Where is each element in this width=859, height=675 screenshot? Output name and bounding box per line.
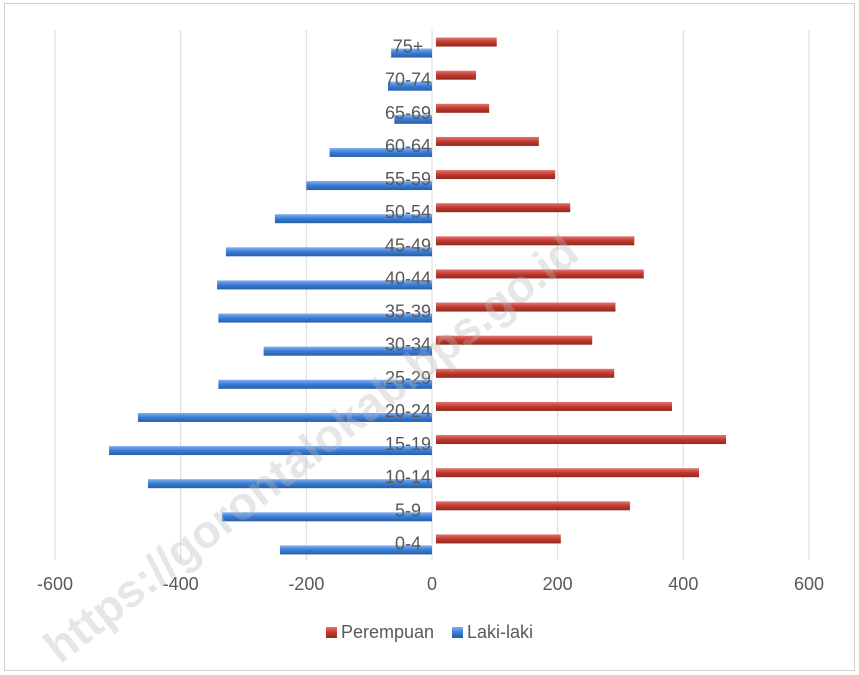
x-tick-label: -400 [163,574,199,594]
category-label: 65-69 [385,103,431,123]
bar-perempuan [436,335,593,345]
bar-laki-laki [391,48,432,58]
bar-laki-laki [109,446,432,456]
legend-item-perempuan: Perempuan [325,622,435,643]
bar-perempuan [436,236,635,246]
bar-laki-laki [388,81,432,91]
bar-laki-laki [218,379,432,389]
category-label: 0-4 [395,533,421,553]
bar-perempuan [436,103,490,113]
bar-perempuan [436,401,673,411]
category-label: 15-19 [385,434,431,454]
x-tick-label: -200 [288,574,324,594]
x-tick-label: 200 [543,574,573,594]
bar-perempuan [436,170,556,180]
category-label: 30-34 [385,335,431,355]
category-label: 45-49 [385,235,431,255]
bar-laki-laki [263,346,432,356]
bar-laki-laki [306,181,432,191]
bar-perempuan [436,302,616,312]
legend-item-laki-laki: Laki-laki [452,622,533,643]
bar-laki-laki [225,247,432,257]
bar-laki-laki [274,214,432,224]
category-labels: 0-4 5-9 10-14 15-19 20-24 25-29 30-34 35-39 40-4… [385,37,431,554]
bar-perempuan [436,435,727,445]
bar-perempuan [436,534,561,544]
bar-perempuan [436,136,539,146]
bar-laki-laki [147,479,432,489]
bar-laki-laki [279,545,432,555]
bar-perempuan [436,501,630,511]
bar-perempuan [436,203,571,213]
bar-perempuan [436,468,700,478]
bar-perempuan [436,70,476,80]
category-label: 70-74 [385,70,431,90]
bar-laki-laki [329,147,432,157]
bar-laki-laki [137,412,432,422]
category-label: 60-64 [385,136,431,156]
bar-perempuan [436,368,615,378]
legend-label-perempuan: Perempuan [340,622,435,642]
x-tick-label: 400 [668,574,698,594]
category-label: 50-54 [385,202,431,222]
legend-swatch-perempuan [325,627,337,638]
bars [109,37,727,555]
category-label: 75+ [393,37,424,57]
chart-frame [4,3,855,671]
category-label: 10-14 [385,467,431,487]
bar-perempuan [436,37,497,47]
category-label: 40-44 [385,268,431,288]
category-label: 20-24 [385,401,431,421]
legend-label-laki-laki: Laki-laki [467,622,534,642]
x-tick-label: 0 [427,574,437,594]
bar-laki-laki [222,512,432,522]
bar-laki-laki [218,313,432,323]
legend-swatch-laki-laki [452,627,464,638]
legend: Perempuan Laki-laki [0,622,859,643]
x-axis-tick-labels: -600 -400 -200 0 200 400 600 [37,574,824,594]
bar-laki-laki [217,280,432,290]
category-label: 55-59 [385,169,431,189]
x-tick-label: -600 [37,574,73,594]
bar-laki-laki [394,114,432,124]
bar-perempuan [436,269,644,279]
x-tick-label: 600 [794,574,824,594]
category-label: 35-39 [385,302,431,322]
category-label: 25-29 [385,368,431,388]
category-label: 5-9 [395,500,421,520]
